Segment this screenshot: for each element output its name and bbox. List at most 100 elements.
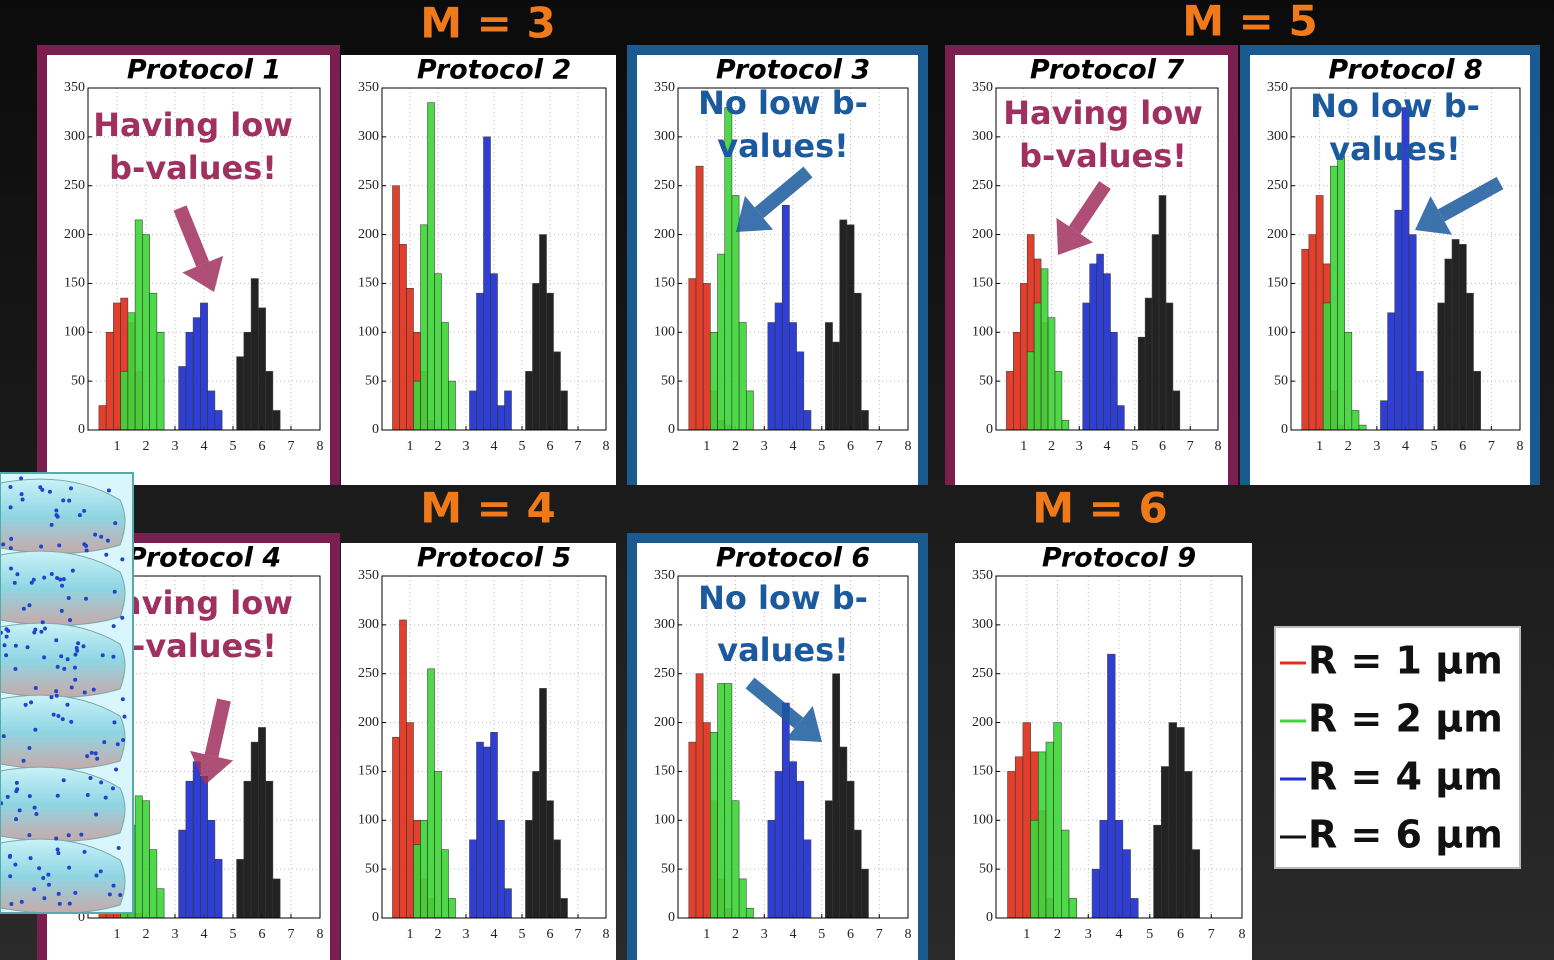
inset-dot <box>60 717 65 722</box>
histogram-bar <box>120 371 129 431</box>
inset-dot <box>77 513 82 518</box>
inset-dot <box>49 522 54 527</box>
histogram-bar <box>243 331 252 431</box>
histogram-bar <box>406 722 414 919</box>
histogram-bar <box>860 868 869 919</box>
histogram-bar <box>853 829 862 919</box>
y-tick-label: 50 <box>1274 373 1288 388</box>
histogram-bar <box>1045 741 1054 919</box>
histogram-bar <box>702 722 711 919</box>
x-tick-label: 6 <box>259 927 266 942</box>
histogram-bar <box>434 273 442 431</box>
histogram-bar <box>796 780 805 919</box>
histogram-bar <box>497 405 505 431</box>
inset-dot <box>27 794 32 799</box>
y-tick-label: 250 <box>654 666 675 681</box>
x-tick-label: 7 <box>1488 439 1495 454</box>
y-tick-label: 250 <box>358 666 379 681</box>
inset-dot <box>4 627 9 632</box>
inset-dot <box>89 750 94 755</box>
inset-dot <box>21 758 26 763</box>
inset-dot <box>1 542 6 547</box>
histogram-bar <box>490 732 498 919</box>
histogram-bar <box>1151 234 1160 431</box>
inset-dot <box>61 577 66 582</box>
inset-dot <box>67 865 72 870</box>
histogram-bar <box>846 224 855 431</box>
histogram-bar <box>553 351 561 431</box>
histogram-bar <box>846 780 855 919</box>
x-tick-label: 5 <box>519 927 526 942</box>
x-tick-label: 7 <box>288 927 295 942</box>
histogram-bar <box>695 165 704 431</box>
inset-dot <box>66 833 71 838</box>
histogram-bar <box>789 761 797 919</box>
histogram-bar <box>1408 234 1417 431</box>
histogram-bar <box>1160 766 1170 919</box>
inset-dot <box>33 685 38 690</box>
histogram-bar <box>1176 727 1185 919</box>
inset-dot <box>59 608 64 613</box>
x-tick-label: 6 <box>847 439 854 454</box>
histogram-bar <box>207 819 216 919</box>
histogram-bar <box>1033 302 1042 431</box>
group-label: M = 4 <box>420 484 555 533</box>
y-tick-label: 350 <box>972 80 993 95</box>
histogram-bar <box>1054 371 1063 431</box>
annotation: values! <box>717 631 849 669</box>
x-tick-label: 8 <box>1239 927 1246 942</box>
inset-dot <box>4 634 9 639</box>
y-tick-label: 0 <box>78 910 85 925</box>
panel-title: Protocol 2 <box>417 55 571 86</box>
histogram-bar <box>265 371 274 431</box>
y-tick-label: 50 <box>661 373 675 388</box>
histogram-bar <box>192 317 201 431</box>
histogram-bar <box>731 800 740 919</box>
inset-dot <box>13 667 18 672</box>
y-tick-label: 350 <box>358 80 379 95</box>
y-tick-label: 300 <box>358 129 379 144</box>
inset-dot <box>81 644 86 649</box>
arrow-head <box>190 750 234 785</box>
inset-dot <box>65 702 70 707</box>
histogram-bar <box>1315 195 1324 431</box>
histogram-bar <box>1394 209 1403 431</box>
histogram-bar <box>1061 829 1070 919</box>
y-tick-label: 150 <box>1267 276 1288 291</box>
histogram-bar <box>738 322 747 431</box>
histogram-bar <box>1444 258 1453 431</box>
histogram-bar <box>853 292 862 431</box>
histogram-bar <box>399 619 407 919</box>
inset-dot <box>19 492 24 497</box>
histogram-bar <box>825 322 833 431</box>
histogram-bar <box>796 351 805 431</box>
legend: R = 1 μm R = 2 μm R = 4 μm R = 6 μm <box>1274 626 1521 869</box>
y-tick-label: 250 <box>1267 178 1288 193</box>
annotation: No low b- <box>1310 87 1480 125</box>
panel-title: Protocol 9 <box>1042 543 1196 574</box>
inset-dot <box>2 643 7 648</box>
histogram-bar <box>546 800 554 919</box>
histogram-bar <box>134 795 143 919</box>
y-tick-label: 150 <box>64 276 85 291</box>
y-tick-label: 100 <box>972 813 993 828</box>
y-tick-label: 150 <box>972 276 993 291</box>
histogram-bar <box>258 727 266 919</box>
x-tick-label: 3 <box>463 927 470 942</box>
histogram-bar <box>420 224 428 431</box>
histogram-bar <box>789 322 797 431</box>
inset-dot <box>49 571 54 576</box>
inset-dot <box>103 795 108 800</box>
inset-dot <box>54 508 59 513</box>
histogram-bar <box>745 907 754 919</box>
x-tick-label: 4 <box>201 927 208 942</box>
histogram-bar <box>1451 239 1460 431</box>
histogram-bar <box>1165 302 1174 431</box>
histogram-bar <box>476 292 484 431</box>
arrow-head <box>182 255 224 292</box>
annotation: No low b- <box>698 84 868 122</box>
histogram-bar <box>1068 898 1078 919</box>
arrow-shaft <box>1437 176 1504 222</box>
y-tick-label: 100 <box>654 325 675 340</box>
y-tick-label: 50 <box>365 861 379 876</box>
